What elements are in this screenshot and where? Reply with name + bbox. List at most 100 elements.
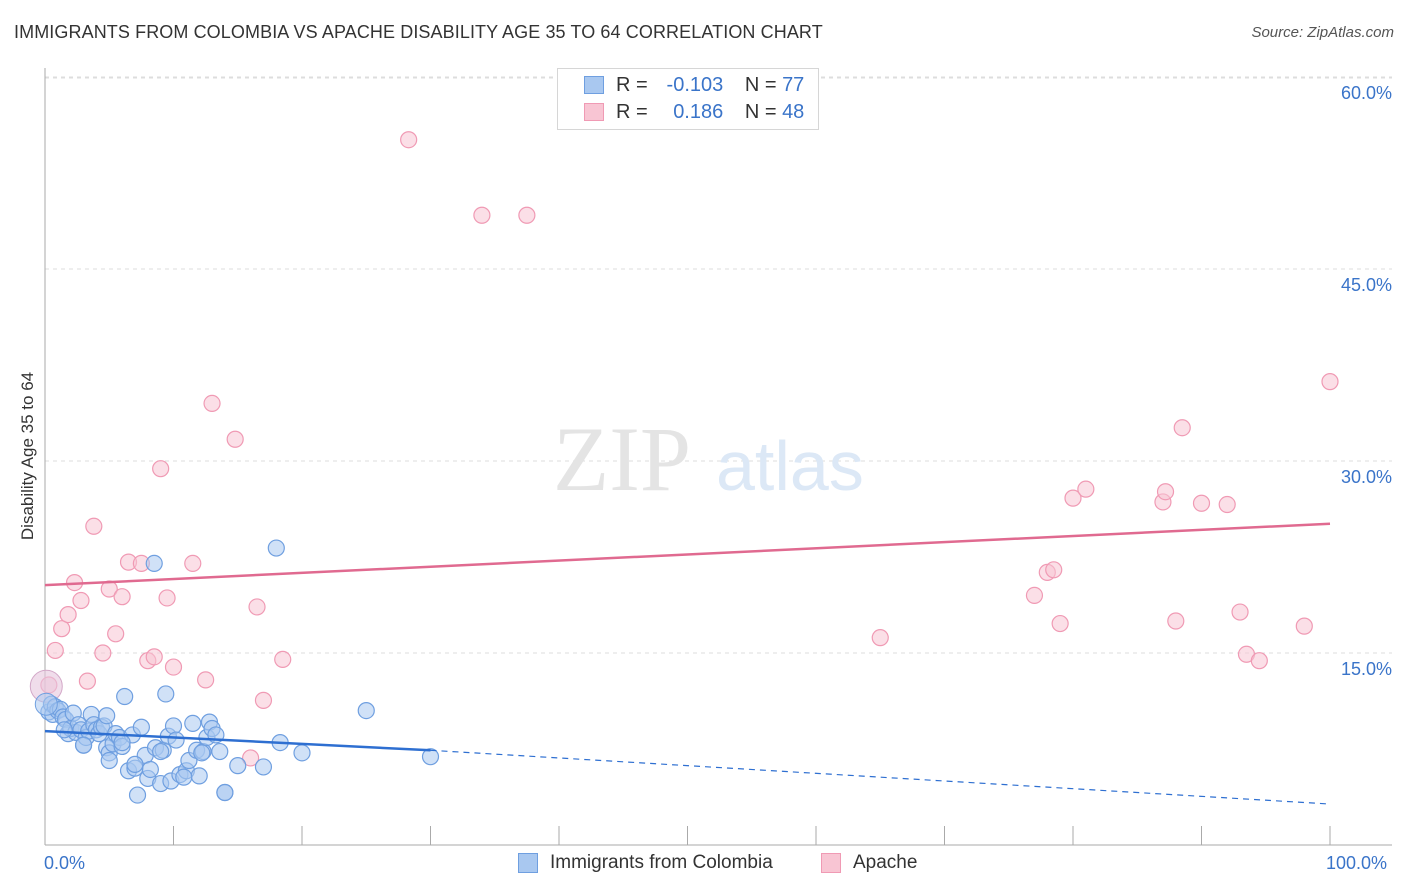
y-tick-label: 30.0%	[1340, 467, 1392, 487]
point-apache	[871, 629, 889, 647]
point-apache	[1218, 495, 1236, 514]
point-colombia-large	[34, 692, 58, 716]
trend-line-apache	[44, 522, 1331, 587]
point-colombia	[193, 744, 211, 762]
point-colombia	[175, 768, 193, 786]
point-apache	[248, 598, 266, 616]
point-colombia	[293, 744, 311, 762]
trend-lines	[44, 522, 1331, 805]
point-apache	[1192, 494, 1211, 512]
point-colombia	[167, 731, 185, 749]
point-colombia	[98, 707, 116, 725]
x-tick-label-max: 100.0%	[1326, 853, 1388, 873]
legend-swatch-colombia	[584, 76, 604, 94]
point-colombia	[128, 786, 147, 804]
bottom-legend-swatch-apache	[821, 853, 841, 873]
legend-n-value-apache: 48	[782, 101, 805, 123]
point-colombia	[216, 783, 234, 802]
watermark: ZIP atlas	[553, 408, 864, 510]
point-colombia	[145, 554, 163, 573]
point-apache	[78, 672, 97, 690]
point-colombia	[74, 736, 93, 754]
bottom-legend-swatch-colombia	[518, 853, 538, 873]
point-apache	[1321, 373, 1339, 391]
bottom-legend-label-apache: Apache	[853, 852, 918, 873]
legend-r-value-colombia: -0.103	[666, 74, 724, 96]
point-apache	[226, 430, 244, 448]
point-apache	[184, 554, 202, 573]
point-apache	[85, 517, 103, 535]
point-apache	[72, 591, 90, 610]
point-apache	[1045, 561, 1063, 579]
legend-swatch-apache	[584, 103, 604, 121]
point-colombia	[229, 757, 247, 775]
legend-n-value-colombia: 77	[782, 74, 805, 96]
point-colombia	[157, 685, 175, 703]
chart-title: IMMIGRANTS FROM COLOMBIA VS APACHE DISAB…	[14, 22, 823, 42]
point-colombia	[421, 748, 440, 766]
point-colombia	[126, 755, 144, 773]
watermark-atlas: atlas	[716, 427, 864, 505]
point-colombia	[100, 751, 118, 770]
point-apache	[1231, 603, 1249, 621]
point-apache	[1025, 586, 1044, 605]
point-apache	[152, 460, 170, 478]
point-apache	[158, 589, 176, 607]
point-apache	[1077, 480, 1095, 498]
point-apache	[59, 605, 77, 624]
source-label: Source: ZipAtlas.com	[1251, 24, 1394, 41]
point-apache	[94, 644, 112, 662]
y-tick-label: 45.0%	[1340, 275, 1392, 295]
apache-points	[29, 131, 1339, 767]
point-colombia	[164, 717, 183, 735]
point-apache	[1064, 489, 1082, 507]
gridlines	[45, 76, 1392, 654]
point-apache	[274, 650, 292, 669]
point-apache	[203, 394, 221, 412]
point-apache	[473, 206, 491, 224]
legend-r-label: R =	[616, 74, 648, 96]
point-apache	[1173, 419, 1191, 437]
point-colombia	[190, 767, 208, 785]
point-apache	[1167, 612, 1185, 630]
y-tick-label: 60.0%	[1340, 83, 1392, 103]
point-colombia	[357, 701, 375, 720]
point-apache	[107, 625, 125, 643]
point-apache	[53, 620, 71, 638]
point-apache	[254, 691, 273, 709]
legend-r-label: R =	[616, 101, 648, 123]
point-colombia	[211, 742, 229, 761]
x-tick-label-min: 0.0%	[44, 853, 86, 873]
point-colombia	[55, 721, 73, 739]
point-apache	[242, 749, 260, 767]
point-colombia	[141, 760, 159, 779]
legend-n-label: N =	[744, 101, 777, 123]
point-apache	[518, 206, 536, 224]
point-colombia	[152, 742, 170, 761]
bottom-legend-label-colombia: Immigrants from Colombia	[550, 852, 773, 873]
point-colombia	[132, 718, 150, 736]
point-colombia	[267, 539, 285, 557]
watermark-zip: ZIP	[553, 408, 691, 510]
y-tick-label: 15.0%	[1340, 659, 1392, 679]
colombia-points	[34, 539, 440, 804]
point-apache	[400, 131, 418, 149]
point-colombia	[113, 733, 131, 752]
point-colombia	[116, 687, 134, 706]
legend-r-value-apache: 0.186	[673, 101, 724, 123]
correlation-legend: R = -0.103 N = 77 R = 0.186 N = 48	[557, 68, 819, 130]
trend-line-colombia	[44, 729, 431, 752]
point-apache	[164, 658, 183, 676]
point-apache	[145, 648, 163, 666]
point-apache	[46, 641, 64, 660]
trend-line-colombia-extrapolated	[430, 749, 1331, 805]
point-apache	[1250, 652, 1268, 670]
point-apache	[1051, 614, 1069, 633]
point-apache	[1295, 617, 1313, 635]
point-apache	[113, 588, 131, 606]
point-apache	[1156, 483, 1175, 501]
point-apache	[197, 671, 215, 689]
point-colombia	[184, 714, 202, 733]
legend-n-label: N =	[744, 74, 777, 96]
